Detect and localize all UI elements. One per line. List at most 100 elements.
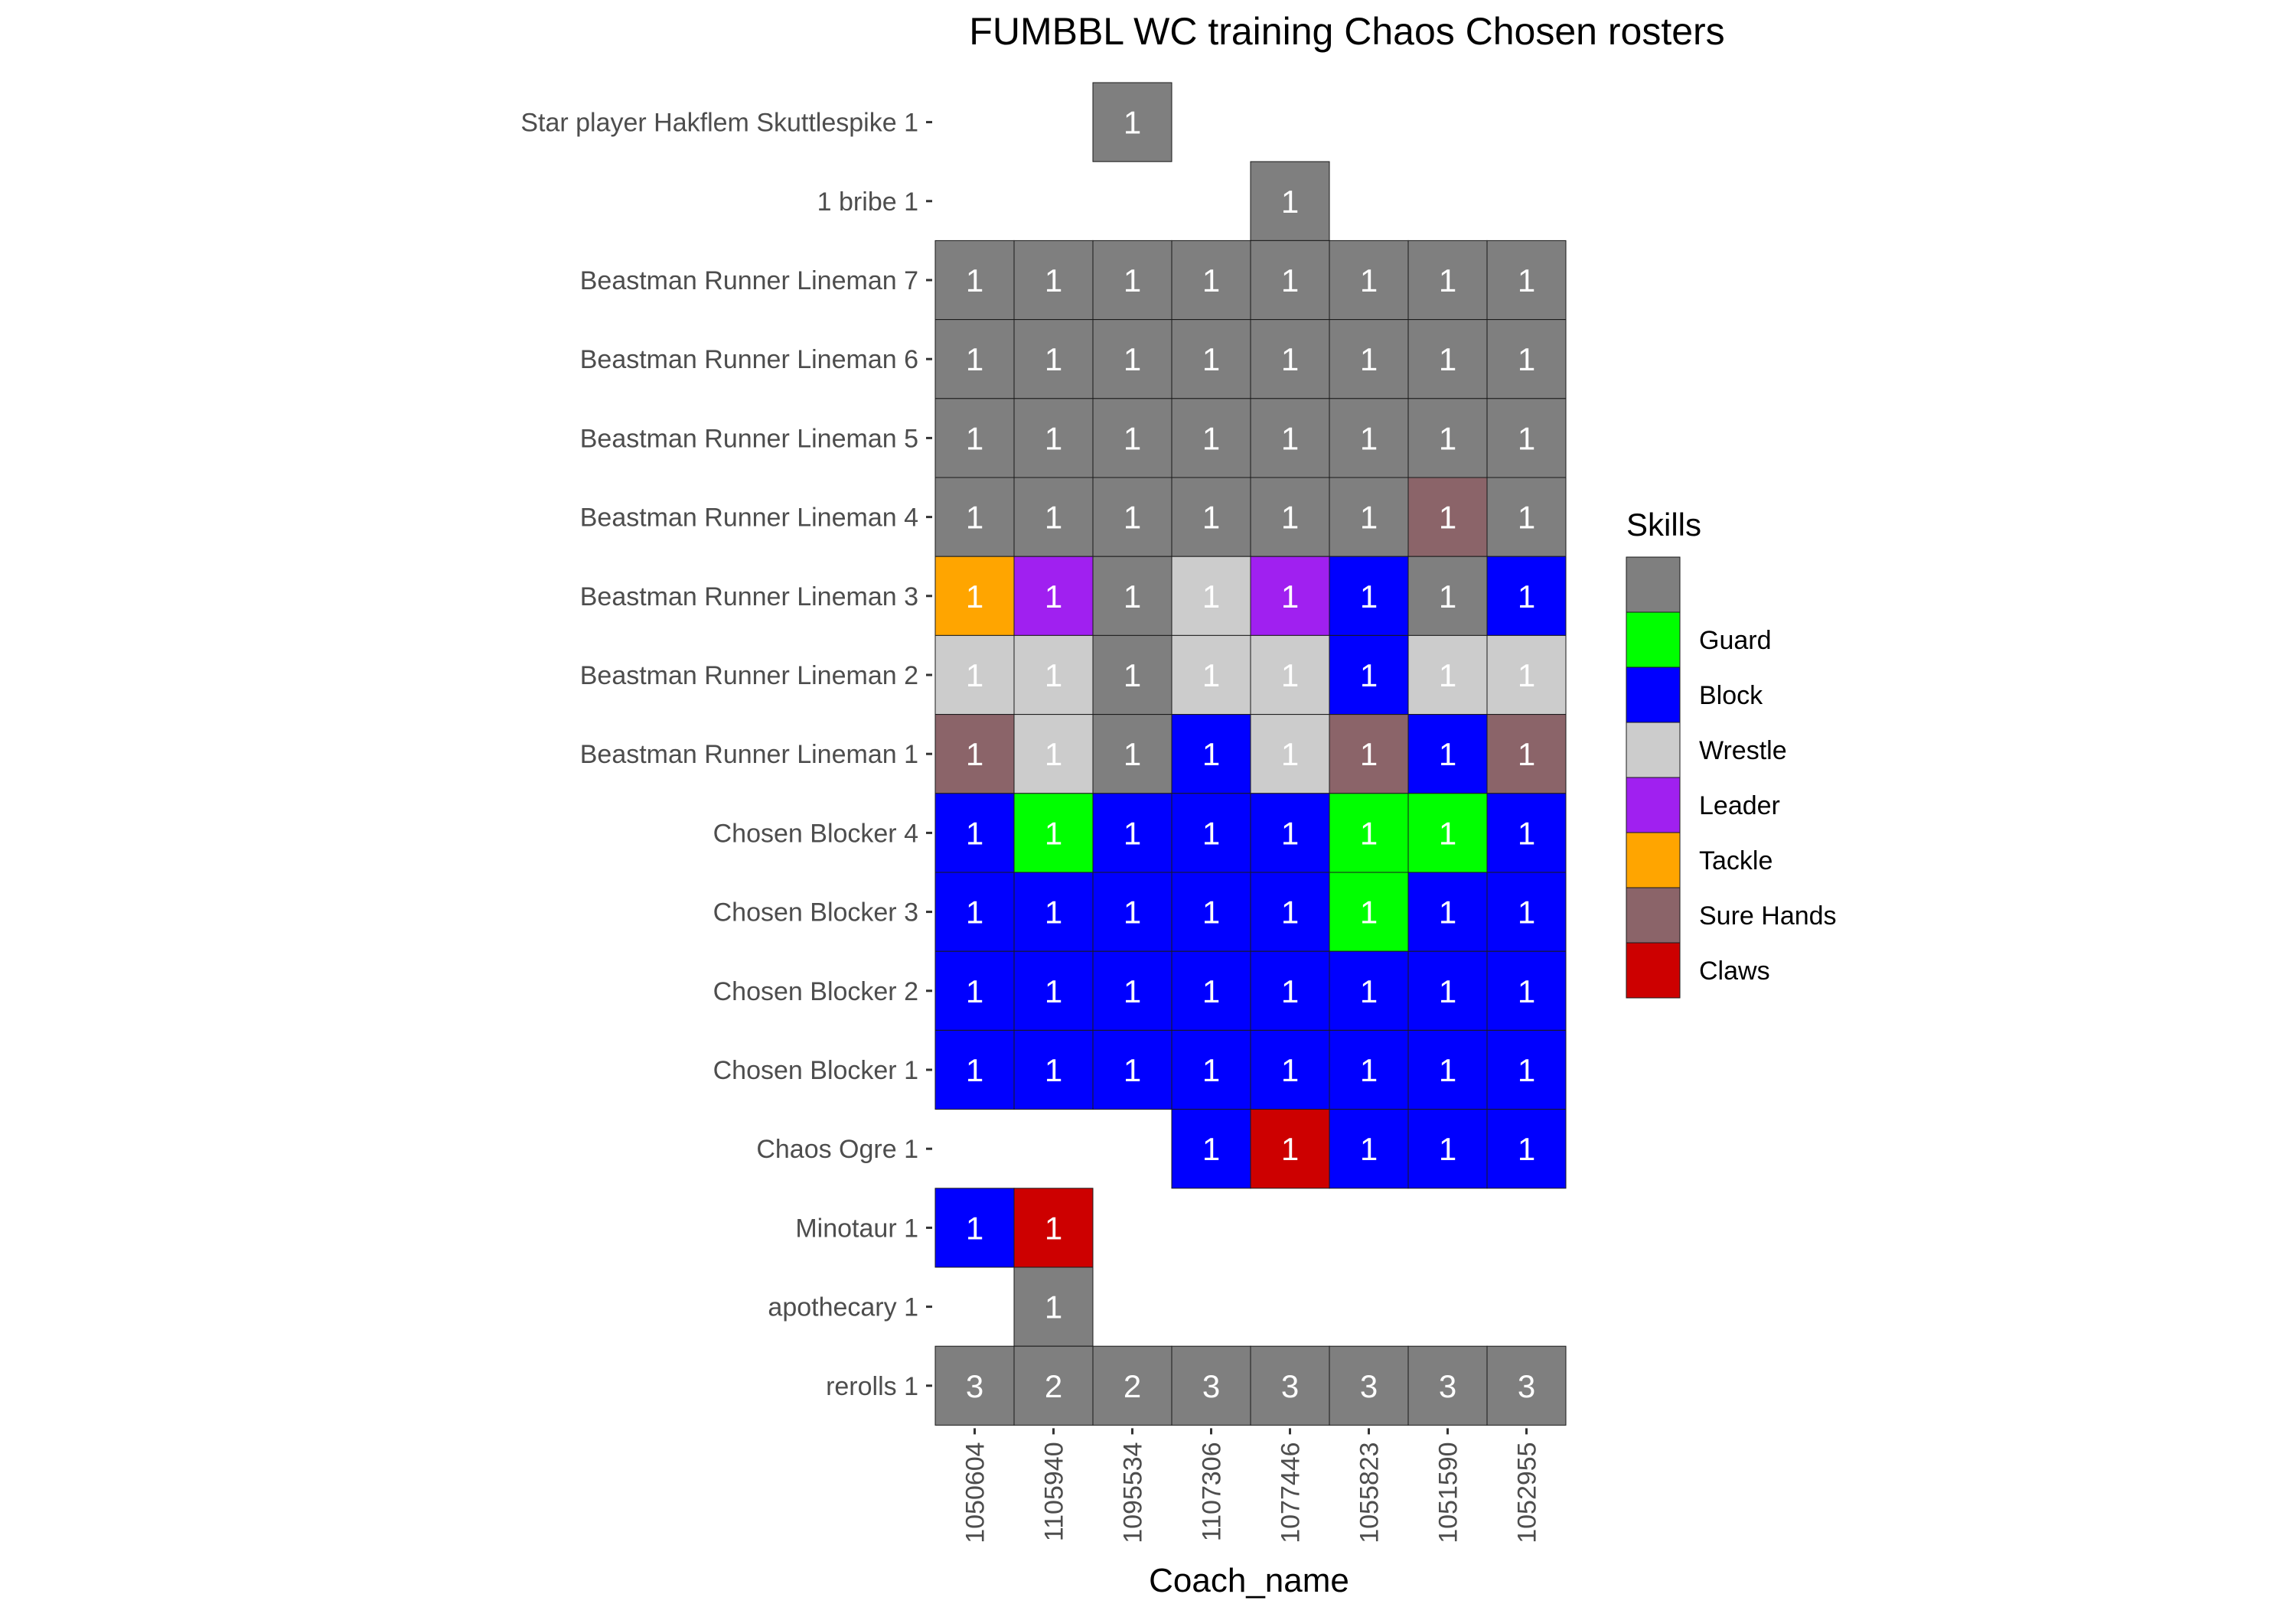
cell-value-label: 1 — [1439, 420, 1456, 456]
heatmap-cell-chosen-blocker-2-1105940 — [1013, 950, 1094, 1031]
legend-label: Tackle — [1699, 846, 1773, 875]
cell-value-label: 1 — [1281, 341, 1299, 377]
cell-value-label: 1 — [1124, 105, 1141, 141]
heatmap-cell-chosen-blocker-1-1052955 — [1486, 1029, 1567, 1110]
y-tick-label: Chosen Blocker 2 — [713, 977, 918, 1006]
cell-value-label: 1 — [1360, 1131, 1378, 1167]
heatmap-cell-rerolls-1-1052955 — [1486, 1345, 1567, 1426]
heatmap-cell-beastman-runner-lineman-2-1095534 — [1092, 634, 1172, 715]
heatmap-cell-beastman-runner-lineman-1-1051590 — [1407, 714, 1488, 794]
cell-value-label: 1 — [1518, 1052, 1535, 1088]
legend-key-unlabeled — [1626, 556, 1681, 613]
cell-value-label: 1 — [1202, 657, 1220, 693]
cell-value-label: 1 — [1045, 973, 1062, 1009]
cell-value-label: 1 — [1202, 341, 1220, 377]
heatmap-cell-beastman-runner-lineman-2-1050604 — [934, 634, 1015, 715]
heatmap-cell-chosen-blocker-2-1050604 — [934, 950, 1015, 1031]
cell-value-label: 3 — [1360, 1368, 1378, 1404]
heatmap-cell-beastman-runner-lineman-3-1055823 — [1329, 556, 1409, 636]
cell-value-label: 1 — [1045, 815, 1062, 851]
cell-value-label: 1 — [1202, 895, 1220, 931]
legend-label: Leader — [1699, 791, 1780, 820]
y-tick-label: Beastman Runner Lineman 1 — [580, 740, 918, 769]
cell-value-label: 1 — [1439, 657, 1456, 693]
cell-value-label: 1 — [1202, 973, 1220, 1009]
legend-key-claws — [1626, 942, 1681, 999]
cell-value-label: 1 — [1360, 341, 1378, 377]
cell-value-label: 1 — [1281, 184, 1299, 220]
x-axis-title: Coach_name — [1149, 1562, 1349, 1599]
heatmap-cell-beastman-runner-lineman-6-1107306 — [1171, 319, 1251, 399]
cell-value-label: 1 — [1360, 262, 1378, 298]
heatmap-cell-rerolls-1-1077446 — [1250, 1345, 1330, 1426]
legend-key-sure-hands — [1626, 887, 1681, 944]
heatmap-cell-beastman-runner-lineman-5-1052955 — [1486, 398, 1567, 478]
cell-value-label: 1 — [1202, 420, 1220, 456]
cell-value-label: 1 — [966, 420, 983, 456]
heatmap-cell-beastman-runner-lineman-1-1055823 — [1329, 714, 1409, 794]
x-tick-label: 1050604 — [961, 1442, 990, 1543]
legend-label: Block — [1699, 681, 1763, 710]
cell-value-label: 1 — [1045, 341, 1062, 377]
heatmap-cells: 1 1 1 1 1 1 1 1 1 1 1 1 1 1 1 1 1 1 1 1 1 1 1 1 1 1 1 1 1 1 1 1 1 1 1 1 1 1 1 1… — [934, 82, 1567, 1426]
heatmap-cell-chosen-blocker-4-1052955 — [1486, 793, 1567, 873]
heatmap-cell-rerolls-1-1105940 — [1013, 1345, 1094, 1426]
legend-label: Wrestle — [1699, 736, 1787, 765]
heatmap-cell-beastman-runner-lineman-3-1052955 — [1486, 556, 1567, 636]
cell-value-label: 1 — [1281, 500, 1299, 536]
heatmap-cell-beastman-runner-lineman-6-1105940 — [1013, 319, 1094, 399]
cell-value-label: 1 — [1518, 895, 1535, 931]
cell-value-label: 3 — [1518, 1368, 1535, 1404]
heatmap-cell-chosen-blocker-2-1051590 — [1407, 950, 1488, 1031]
heatmap-cell-beastman-runner-lineman-5-1050604 — [934, 398, 1015, 478]
heatmap-cell-chosen-blocker-4-1050604 — [934, 793, 1015, 873]
cell-value-label: 1 — [1045, 1210, 1062, 1246]
cell-value-label: 1 — [966, 657, 983, 693]
cell-value-label: 1 — [1518, 262, 1535, 298]
cell-value-label: 1 — [1518, 500, 1535, 536]
heatmap-cell-chaos-ogre-1-1107306 — [1171, 1109, 1251, 1189]
y-tick-label: Beastman Runner Lineman 5 — [580, 424, 918, 453]
heatmap-cell-beastman-runner-lineman-2-1051590 — [1407, 634, 1488, 715]
heatmap-cell-rerolls-1-1055823 — [1329, 1345, 1409, 1426]
cell-value-label: 3 — [1202, 1368, 1220, 1404]
y-tick-label: Star player Hakflem Skuttlespike 1 — [520, 109, 918, 138]
cell-value-label: 1 — [1045, 500, 1062, 536]
heatmap-cell-rerolls-1-1107306 — [1171, 1345, 1251, 1426]
heatmap-cell-chosen-blocker-4-1107306 — [1171, 793, 1251, 873]
cell-value-label: 1 — [1045, 1052, 1062, 1088]
x-tick-label: 1051590 — [1434, 1442, 1463, 1543]
heatmap-cell-rerolls-1-1050604 — [934, 1345, 1015, 1426]
cell-value-label: 1 — [966, 262, 983, 298]
cell-value-label: 1 — [966, 736, 983, 772]
heatmap-cell-apothecary-1-1105940 — [1013, 1266, 1094, 1347]
y-tick-label: apothecary 1 — [768, 1293, 918, 1322]
cell-value-label: 1 — [1518, 420, 1535, 456]
cell-value-label: 1 — [1439, 1052, 1456, 1088]
legend-label: Claws — [1699, 957, 1770, 986]
cell-value-label: 1 — [1281, 657, 1299, 693]
cell-value-label: 3 — [1281, 1368, 1299, 1404]
cell-value-label: 1 — [1360, 500, 1378, 536]
heatmap-cell-chaos-ogre-1-1052955 — [1486, 1109, 1567, 1189]
heatmap-cell-beastman-runner-lineman-1-1095534 — [1092, 714, 1172, 794]
cell-value-label: 1 — [1045, 420, 1062, 456]
heatmap-cell-beastman-runner-lineman-6-1052955 — [1486, 319, 1567, 399]
cell-value-label: 1 — [1439, 500, 1456, 536]
cell-value-label: 1 — [1281, 1052, 1299, 1088]
cell-value-label: 1 — [1281, 579, 1299, 614]
heatmap-cell-chosen-blocker-2-1107306 — [1171, 950, 1251, 1031]
heatmap-cell-chosen-blocker-1-1077446 — [1250, 1029, 1330, 1110]
cell-value-label: 1 — [1439, 579, 1456, 614]
cell-value-label: 1 — [1518, 736, 1535, 772]
y-tick-label: Beastman Runner Lineman 6 — [580, 345, 918, 374]
cell-value-label: 1 — [1124, 579, 1141, 614]
cell-value-label: 1 — [1360, 657, 1378, 693]
cell-value-label: 1 — [1281, 815, 1299, 851]
heatmap-cell-chosen-blocker-3-1107306 — [1171, 872, 1251, 952]
heatmap-cell-beastman-runner-lineman-5-1095534 — [1092, 398, 1172, 478]
cell-value-label: 1 — [1124, 341, 1141, 377]
heatmap-cell-beastman-runner-lineman-6-1077446 — [1250, 319, 1330, 399]
cell-value-label: 1 — [1518, 1131, 1535, 1167]
heatmap-cell-beastman-runner-lineman-5-1105940 — [1013, 398, 1094, 478]
